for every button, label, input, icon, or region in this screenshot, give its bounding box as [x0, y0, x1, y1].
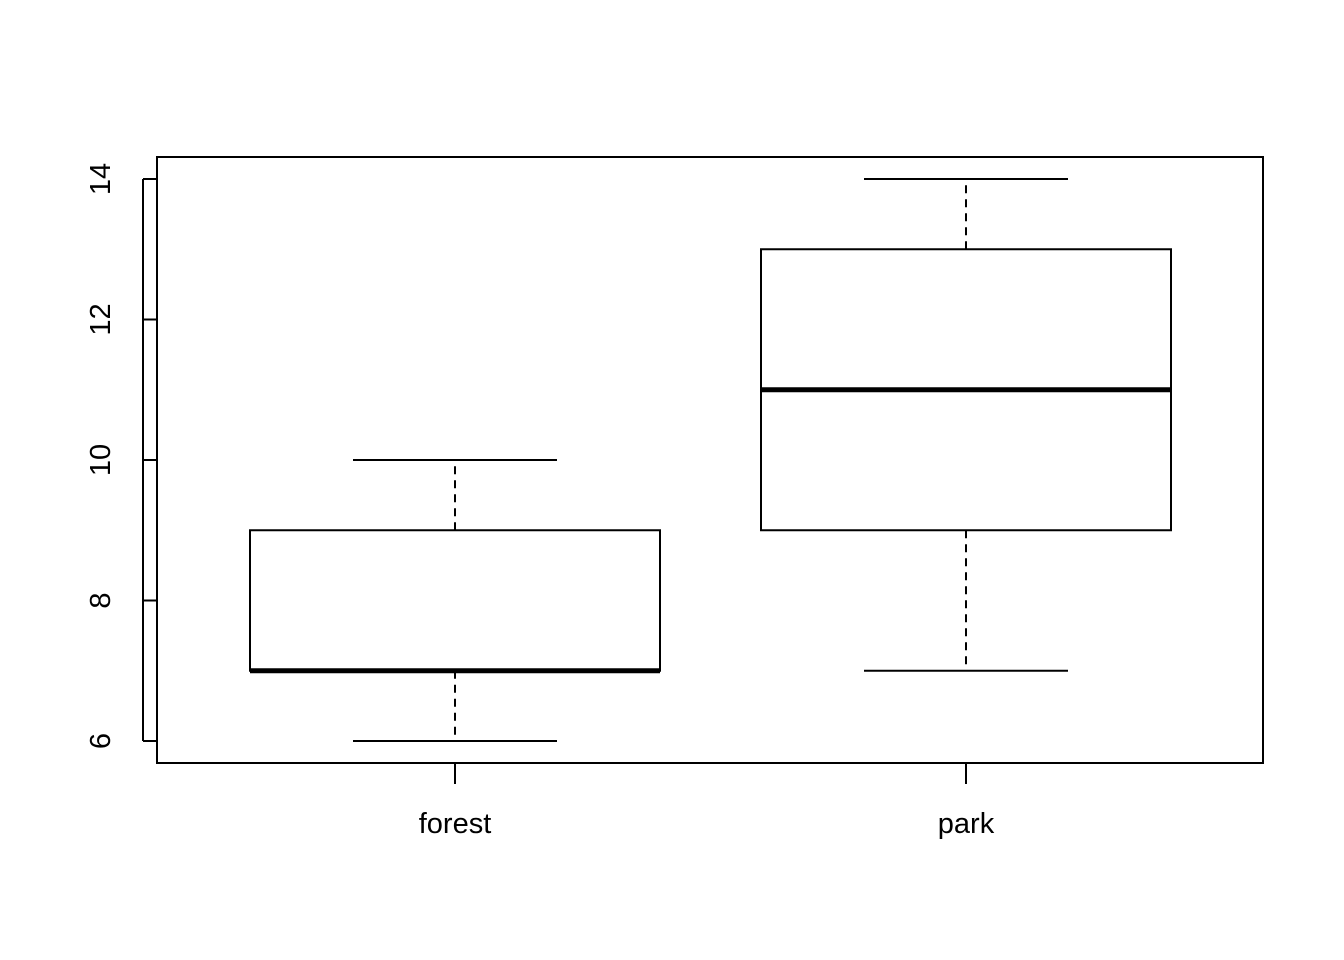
x-tick-label-forest: forest [419, 808, 492, 840]
y-tick-label-8: 8 [85, 592, 117, 608]
y-axis: 6 8 10 12 14 [85, 163, 157, 749]
y-tick-label-6: 6 [85, 733, 117, 749]
y-tick-label-14: 14 [85, 163, 117, 195]
box-group-park [760, 178, 1172, 672]
y-tick-label-10: 10 [85, 444, 117, 476]
boxes-layer [249, 178, 1172, 742]
x-tick-label-park: park [938, 808, 995, 840]
x-axis: forest park [419, 763, 995, 840]
box-forest [249, 529, 661, 672]
y-tick-label-12: 12 [85, 303, 117, 335]
box-group-forest [249, 459, 661, 742]
